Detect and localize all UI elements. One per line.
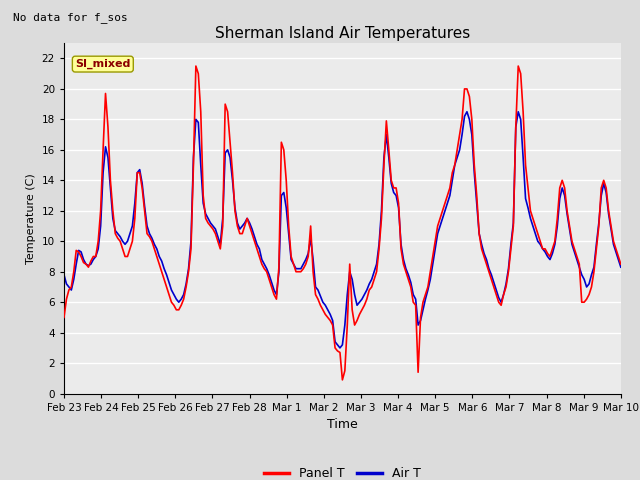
Text: No data for f_sos: No data for f_sos <box>13 12 127 23</box>
Text: SI_mixed: SI_mixed <box>75 59 131 69</box>
Y-axis label: Temperature (C): Temperature (C) <box>26 173 36 264</box>
X-axis label: Time: Time <box>327 418 358 431</box>
Legend: Panel T, Air T: Panel T, Air T <box>259 462 426 480</box>
Title: Sherman Island Air Temperatures: Sherman Island Air Temperatures <box>215 25 470 41</box>
